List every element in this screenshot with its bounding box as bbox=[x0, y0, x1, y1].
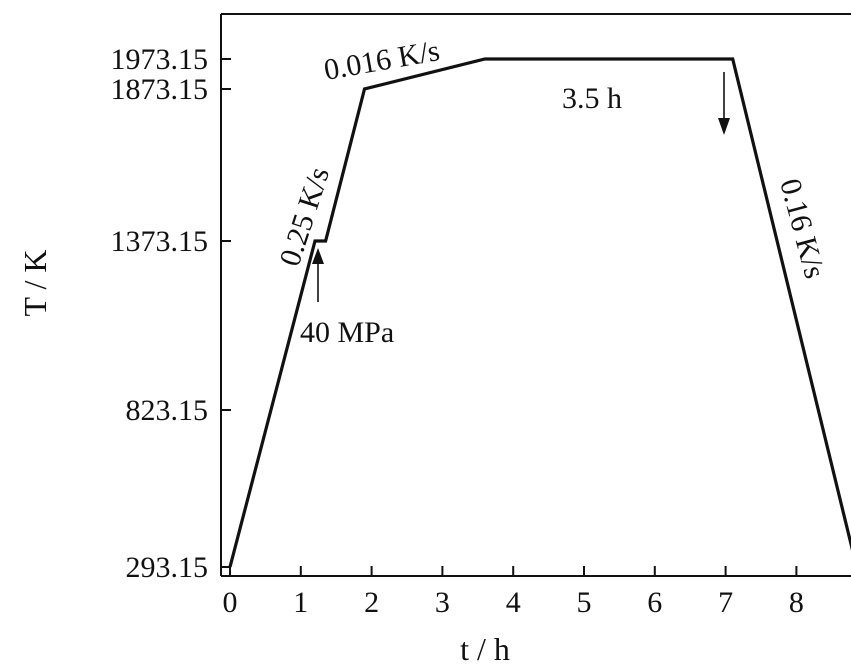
x-tick-label: 5 bbox=[577, 586, 592, 619]
y-axis-title: T / K bbox=[17, 250, 53, 317]
annotation-rate-slow: 0.016 K/s bbox=[321, 34, 442, 87]
x-tick-label: 1 bbox=[293, 586, 308, 619]
temperature-profile-line bbox=[228, 57, 851, 568]
y-tick-label: 823.15 bbox=[126, 394, 209, 427]
x-tick-label: 0 bbox=[223, 586, 238, 619]
y-tick-label: 1973.15 bbox=[111, 43, 209, 76]
y-tick-label: 1873.15 bbox=[111, 73, 209, 106]
x-tick-label: 3 bbox=[435, 586, 450, 619]
x-tick-label: 2 bbox=[364, 586, 379, 619]
x-tick-label: 7 bbox=[718, 586, 733, 619]
annotation-pressure: 40 MPa bbox=[300, 316, 394, 349]
annotation-rate-heat: 0.25 K/s bbox=[273, 163, 336, 270]
annotation-hold: 3.5 h bbox=[562, 82, 622, 115]
x-tick-label: 4 bbox=[506, 586, 521, 619]
pressure-arrow bbox=[312, 248, 324, 302]
y-tick-label: 1373.15 bbox=[111, 225, 209, 258]
x-tick-label: 8 bbox=[789, 586, 804, 619]
hold-end-arrow bbox=[718, 72, 730, 135]
x-axis-title: t / h bbox=[460, 631, 510, 667]
x-ticks: 0 1 2 3 4 5 6 7 8 bbox=[223, 566, 804, 619]
x-tick-label: 6 bbox=[647, 586, 662, 619]
y-tick-label: 293.15 bbox=[126, 551, 209, 584]
